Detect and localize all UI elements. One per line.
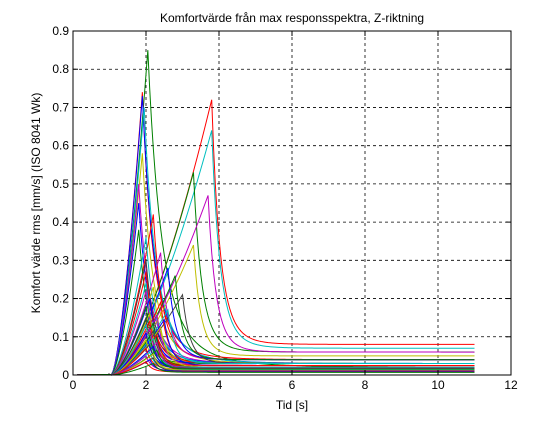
series-line — [72, 244, 475, 376]
y-tick-label: 0.7 — [52, 100, 69, 114]
y-tick-label: 0.2 — [52, 292, 69, 306]
y-tick-label: 0.9 — [52, 24, 69, 38]
curves — [72, 50, 475, 376]
y-tick-label: 0.3 — [52, 253, 69, 267]
series-line — [72, 319, 475, 376]
x-tick-label: 2 — [143, 378, 150, 392]
y-tick-label: 0 — [62, 368, 69, 382]
x-tick-label: 4 — [216, 378, 223, 392]
x-tick-label: 6 — [289, 378, 296, 392]
series-line — [72, 362, 475, 376]
y-tick-label: 0.8 — [52, 62, 69, 76]
chart-title: Komfortvärde från max responsspektra, Z-… — [160, 11, 424, 25]
y-axis-label: Komfort värde rms [mm/s] (ISO 8041 Wk) — [29, 93, 43, 314]
x-tick-label: 8 — [362, 378, 369, 392]
x-tick-label: 10 — [431, 378, 445, 392]
y-tick-label: 0.5 — [52, 177, 69, 191]
series-line — [72, 308, 475, 376]
y-tick-label: 0.1 — [52, 330, 69, 344]
y-tick-label: 0.6 — [52, 139, 69, 153]
x-axis-label: Tid [s] — [276, 398, 308, 412]
x-tick-label: 12 — [504, 378, 518, 392]
y-tick-label: 0.4 — [52, 215, 69, 229]
axis-ticks: 0 2 4 6 8 10 12 0 0.1 0.2 0.3 0.4 0.5 0.6 0.7 0.8 0.9 — [52, 24, 518, 392]
x-tick-label: 0 — [70, 378, 77, 392]
